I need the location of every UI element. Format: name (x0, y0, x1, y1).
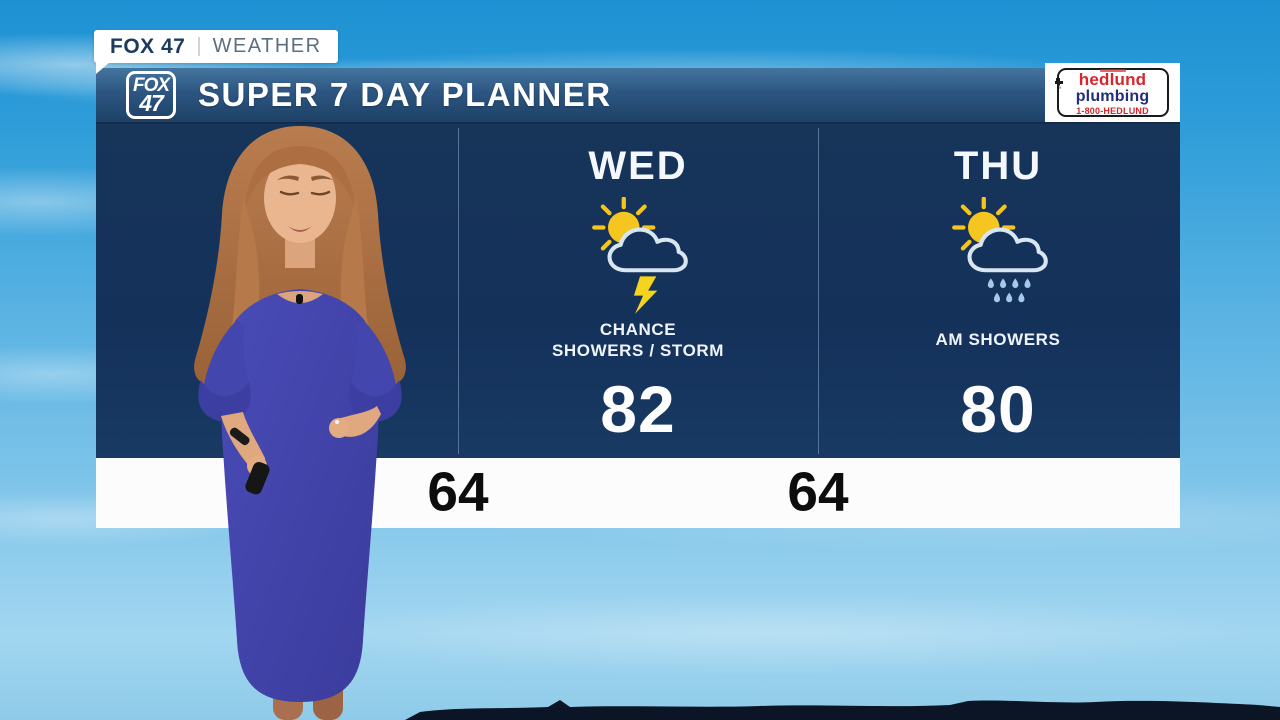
day-column-thu: THU (818, 124, 1178, 458)
treeline-silhouette (405, 700, 1280, 720)
sponsor-fine-print (1099, 69, 1126, 72)
bug-divider: | (196, 35, 202, 57)
bug-weather-label: WEATHER (212, 35, 322, 57)
sponsor-card: hedlund plumbing 1-800-HEDLUND (1045, 63, 1180, 122)
high-temp: 80 (960, 372, 1036, 446)
day-label: THU (953, 144, 1043, 188)
logo-text-bottom: 47 (139, 89, 164, 116)
condition-text: CHANCE SHOWERS / STORM (551, 319, 725, 360)
day-label: WED (588, 144, 688, 188)
sponsor-name-line1: hedlund (1078, 70, 1147, 89)
column-divider (818, 128, 819, 454)
low-temp: 64 (787, 460, 849, 523)
high-temp: 82 (600, 372, 676, 446)
sponsor-logo: hedlund plumbing 1-800-HEDLUND (1054, 68, 1169, 117)
bug-station-text: FOX 47 (110, 34, 186, 58)
page-title: SUPER 7 DAY PLANNER (198, 76, 612, 113)
column-divider (458, 128, 459, 454)
sun-cloud-rain-icon (948, 197, 1048, 315)
day-column-wed: WED CHANCE SHOWERS / STORM (458, 124, 818, 458)
fox47-logo: FOX 47 (126, 71, 176, 119)
low-temp: 64 (427, 460, 489, 523)
faucet-icon (1054, 75, 1063, 89)
sponsor-name-line2: plumbing (1075, 88, 1150, 105)
sponsor-phone: 1-800-HEDLUND (1076, 106, 1149, 116)
weather-presenter (194, 126, 406, 720)
header-bar: FOX 47 SUPER 7 DAY PLANNER (96, 68, 1180, 124)
sun-cloud-storm-icon (588, 197, 688, 315)
condition-text: AM SHOWERS (935, 330, 1061, 350)
logo-text-top: FOX (132, 75, 170, 97)
station-bug: FOX 47 | WEATHER (94, 30, 338, 74)
